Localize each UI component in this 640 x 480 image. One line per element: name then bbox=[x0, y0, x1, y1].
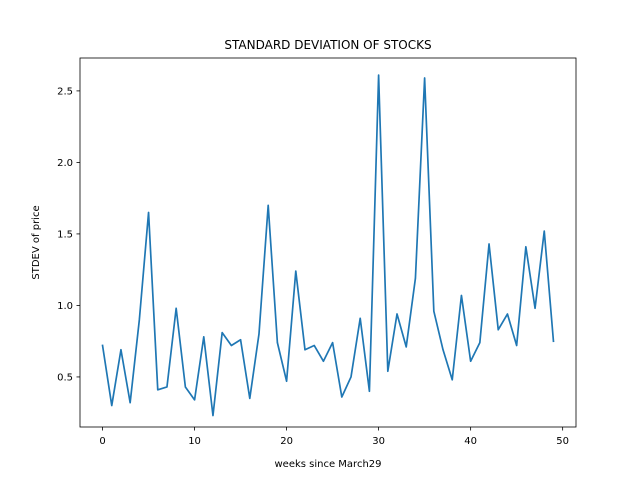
y-tick-label: 1.0 bbox=[57, 301, 73, 312]
y-tick-label: 2.5 bbox=[57, 86, 73, 97]
x-tick-label: 10 bbox=[188, 436, 201, 447]
y-tick-label: 0.5 bbox=[57, 372, 73, 383]
x-tick-label: 50 bbox=[556, 436, 569, 447]
x-tick-label: 0 bbox=[99, 436, 105, 447]
x-tick-label: 40 bbox=[464, 436, 477, 447]
x-axis-ticks: 0 10 20 30 40 50 bbox=[99, 427, 569, 447]
y-axis-label: STDEV of price bbox=[31, 205, 42, 279]
x-axis-label: weeks since March29 bbox=[274, 459, 381, 470]
series-line bbox=[101, 74, 555, 417]
chart-title: STANDARD DEVIATION OF STOCKS bbox=[224, 38, 431, 52]
x-tick-label: 20 bbox=[280, 436, 293, 447]
x-tick-label: 30 bbox=[372, 436, 385, 447]
plot-frame bbox=[79, 57, 577, 428]
y-tick-label: 2.0 bbox=[57, 158, 73, 169]
y-tick-label: 1.5 bbox=[57, 229, 73, 240]
y-axis-ticks: 0.5 1.0 1.5 2.0 2.5 bbox=[57, 86, 80, 383]
